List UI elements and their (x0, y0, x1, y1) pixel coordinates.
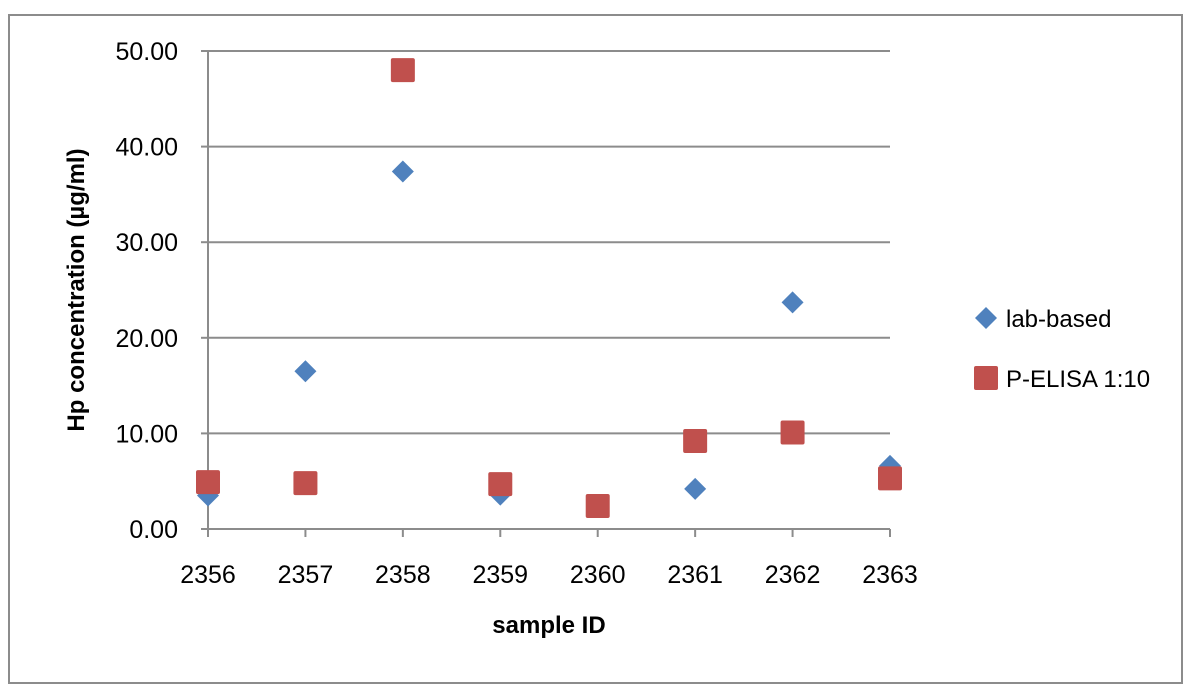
y-tick-label: 50.00 (115, 38, 178, 66)
p-elisa-point (196, 470, 220, 495)
x-tick-label: 2356 (180, 561, 236, 589)
lab-based-point (781, 291, 804, 314)
axes (201, 50, 891, 537)
legend-diamond-marker (975, 307, 997, 329)
lab-based-point (684, 477, 707, 500)
legend-label: lab-based (1006, 306, 1111, 333)
p-elisa-point (390, 58, 415, 83)
x-tick-label: 2362 (765, 561, 821, 589)
p-elisa-point (293, 471, 318, 496)
y-tick-label: 30.00 (115, 229, 178, 257)
x-tick-label: 2361 (667, 561, 723, 589)
x-tick-label: 2359 (472, 561, 528, 589)
p-elisa-point (488, 472, 513, 497)
legend: lab-based P-ELISA 1:10 (974, 306, 1150, 393)
y-tick-label: 10.00 (115, 420, 178, 448)
y-tick-label: 20.00 (115, 325, 178, 353)
p-elisa-point (683, 429, 708, 454)
lab-based-point (391, 160, 414, 183)
x-tick-label: 2360 (570, 561, 626, 589)
p-elisa-point (585, 494, 610, 519)
y-axis-title: Hp concentration (µg/ml) (63, 148, 90, 431)
p-elisa-point (780, 420, 805, 445)
x-tick-label: 2357 (278, 561, 334, 589)
legend-label: P-ELISA 1:10 (1006, 366, 1150, 393)
y-tick-label: 40.00 (115, 134, 178, 162)
x-axis-title: sample ID (492, 612, 605, 639)
chart-frame (8, 14, 1183, 684)
lab-based-point (294, 360, 317, 383)
x-tick-label: 2358 (375, 561, 431, 589)
p-elisa-point (878, 466, 902, 491)
x-tick-label: 2363 (862, 561, 918, 589)
data-points (196, 58, 902, 519)
gridlines (208, 50, 890, 435)
x-tick-labels: 2356 2357 2358 2359 2360 2361 2362 2363 (180, 561, 918, 589)
legend-square-marker (974, 366, 998, 390)
y-tick-label: 0.00 (129, 516, 178, 544)
y-tick-labels: 0.00 10.00 20.00 30.00 40.00 50.00 (115, 38, 178, 544)
